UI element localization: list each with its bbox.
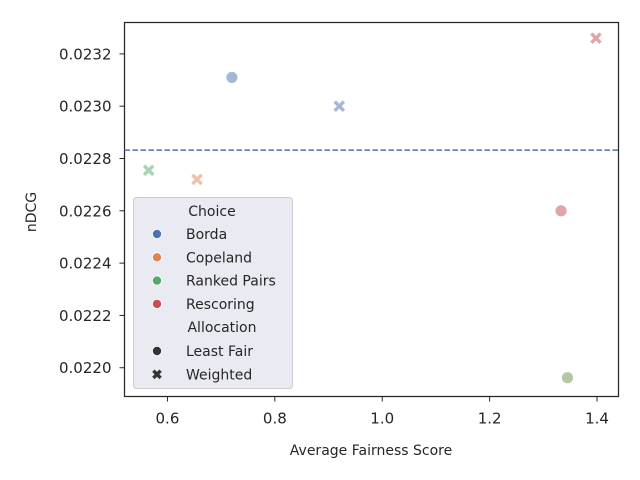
y-axis-ticks: 0.0220 0.0222 0.0224 0.0226 0.0228 0.0230 0.02…	[59, 45, 125, 377]
y-tick-label: 0.0222	[59, 307, 112, 325]
y-tick-label: 0.0232	[59, 45, 112, 63]
point-borda-weighted	[333, 100, 346, 112]
legend-label-copeland: Copeland	[186, 250, 252, 266]
x-axis-ticks: 0.6 0.8 1.0 1.2 1.4	[156, 396, 609, 428]
point-rescoring-weighted	[590, 32, 602, 44]
point-borda-least-fair	[225, 71, 239, 84]
points-layer	[142, 32, 602, 385]
y-tick-label: 0.0230	[59, 98, 112, 116]
legend-marker-copeland	[151, 252, 162, 263]
y-tick-label: 0.0226	[59, 202, 112, 220]
point-rescoring-least-fair	[554, 204, 568, 218]
legend-allocation-title: Allocation	[187, 320, 256, 336]
y-tick-label: 0.0224	[59, 255, 112, 273]
legend-box	[133, 197, 293, 389]
y-tick-label: 0.0220	[59, 359, 112, 377]
legend-label-ranked-pairs: Ranked Pairs	[186, 274, 276, 290]
legend-marker-borda	[151, 228, 162, 239]
legend-marker-rescoring	[151, 298, 162, 309]
legend-marker-least-fair	[151, 345, 162, 356]
x-tick-label: 0.6	[156, 410, 180, 428]
x-tick-label: 0.8	[263, 410, 287, 428]
legend-entries: Borda Copeland Ranked Pairs Rescoring Least …	[151, 227, 276, 383]
point-ranked-pairs-least-fair	[561, 371, 574, 385]
legend: Choice Allocation Borda Copeland Ranked Pa…	[133, 197, 293, 389]
legend-label-weighted: Weighted	[186, 367, 252, 383]
legend-label-borda: Borda	[186, 227, 227, 243]
y-axis-label: nDCG	[24, 192, 40, 232]
point-copeland-weighted	[191, 173, 203, 186]
legend-marker-ranked-pairs	[151, 275, 162, 286]
legend-marker-weighted	[152, 369, 162, 380]
point-ranked-pairs-weighted	[142, 164, 155, 177]
y-tick-label: 0.0228	[59, 150, 112, 168]
x-tick-label: 1.0	[370, 410, 394, 428]
x-tick-label: 1.4	[585, 410, 609, 428]
x-tick-label: 1.2	[478, 410, 502, 428]
legend-choice-title: Choice	[188, 204, 235, 220]
x-axis-label: Average Fairness Score	[290, 443, 452, 459]
legend-label-rescoring: Rescoring	[186, 297, 255, 313]
legend-label-least-fair: Least Fair	[186, 344, 253, 360]
